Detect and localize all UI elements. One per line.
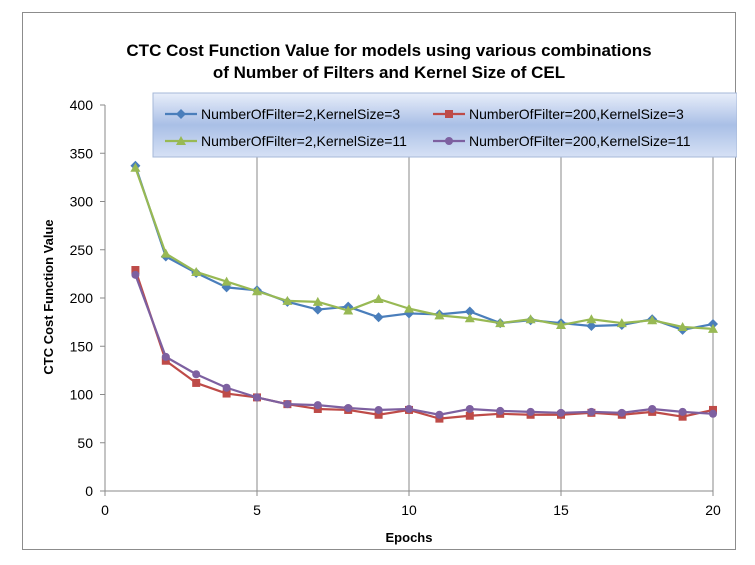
series-group <box>130 160 718 423</box>
legend-marker <box>176 109 186 119</box>
legend-box <box>152 92 737 158</box>
data-point <box>222 383 231 392</box>
data-point <box>678 407 687 416</box>
data-point <box>373 312 384 323</box>
series-1 <box>130 160 718 335</box>
x-tick-labels: 0 5 10 15 20 <box>101 491 721 518</box>
chart-frame: CTC Cost Function Value for models using… <box>22 12 737 550</box>
data-point <box>617 408 626 417</box>
data-point <box>221 276 232 286</box>
data-point <box>496 406 505 415</box>
data-point <box>495 318 506 328</box>
data-point <box>283 400 292 409</box>
data-point <box>313 401 322 410</box>
legend-marker <box>445 137 453 145</box>
data-point <box>344 404 353 413</box>
data-point <box>131 270 140 279</box>
data-point <box>192 370 201 379</box>
legend-item: NumberOfFilter=200,KernelSize=11 <box>433 133 691 149</box>
legend-marker <box>176 136 186 145</box>
y-axis-label: CTC Cost Function Value <box>41 219 56 374</box>
data-point <box>282 295 293 305</box>
series-4 <box>131 270 717 419</box>
legend-marker <box>445 110 453 118</box>
x-tick-label: 10 <box>401 502 417 518</box>
series-line <box>134 269 714 420</box>
legend-label: NumberOfFilter=2,KernelSize=11 <box>201 133 407 149</box>
legend-label: NumberOfFilter=2,KernelSize=3 <box>201 106 400 122</box>
legend-item: NumberOfFilter=200,KernelSize=3 <box>433 106 684 122</box>
data-point <box>312 304 323 315</box>
series-line <box>134 167 714 330</box>
data-point <box>616 318 627 328</box>
data-point <box>465 411 474 420</box>
data-point <box>434 310 445 320</box>
x-tick-label: 5 <box>253 502 261 518</box>
y-tick-label: 0 <box>85 483 93 499</box>
data-point <box>191 266 202 276</box>
data-point <box>373 293 384 303</box>
y-tick-label: 100 <box>70 387 94 403</box>
legend-item: NumberOfFilter=2,KernelSize=3 <box>165 106 400 122</box>
data-point <box>404 303 414 313</box>
data-point <box>464 313 475 323</box>
y-tick-label: 50 <box>77 435 93 451</box>
data-point <box>405 404 413 413</box>
series-line <box>134 165 714 331</box>
data-point <box>312 296 323 306</box>
data-point <box>557 408 565 417</box>
legend: NumberOfFilter=2,KernelSize=3 NumberOfFil… <box>152 92 737 158</box>
legend-label: NumberOfFilter=200,KernelSize=11 <box>469 133 691 149</box>
data-point <box>343 305 354 315</box>
data-point <box>130 162 141 172</box>
legend-label: NumberOfFilter=200,KernelSize=3 <box>469 106 684 122</box>
data-point <box>647 315 658 325</box>
data-point <box>464 306 475 317</box>
line-chart: CTC Cost Function Value for models using… <box>41 41 737 545</box>
chart-title-line-2: of Number of Filters and Kernel Size of … <box>213 63 565 82</box>
y-tick-label: 400 <box>70 97 94 113</box>
data-point <box>678 412 687 421</box>
data-point <box>160 248 171 258</box>
data-point <box>222 389 231 398</box>
x-tick-label: 15 <box>553 502 569 518</box>
legend-item: NumberOfFilter=2,KernelSize=11 <box>165 133 407 149</box>
data-point <box>709 409 717 418</box>
chart-title-line-1: CTC Cost Function Value for models using… <box>126 41 651 60</box>
data-point <box>253 393 261 402</box>
data-point <box>556 320 566 330</box>
data-point <box>708 323 718 333</box>
data-point <box>526 407 535 416</box>
data-point <box>131 266 140 275</box>
data-point <box>192 378 201 387</box>
data-point <box>648 404 657 413</box>
series-2 <box>131 266 717 423</box>
y-tick-labels: 0 50 100 150 200 250 300 350 400 <box>70 97 105 499</box>
y-tick-label: 350 <box>70 145 94 161</box>
data-point <box>465 404 474 413</box>
x-tick-label: 20 <box>705 502 721 518</box>
y-tick-label: 250 <box>70 242 94 258</box>
y-tick-label: 200 <box>70 290 94 306</box>
data-point <box>252 286 262 296</box>
data-point <box>161 352 170 361</box>
x-tick-label: 0 <box>101 502 109 518</box>
data-point <box>677 321 688 331</box>
data-point <box>586 320 597 331</box>
data-point <box>374 410 383 419</box>
y-tick-label: 300 <box>70 194 94 210</box>
x-axis-label: Epochs <box>386 530 433 545</box>
data-point <box>374 405 383 414</box>
grid-lines <box>256 105 714 491</box>
data-point <box>525 314 536 324</box>
data-point <box>435 410 444 419</box>
y-tick-label: 150 <box>70 338 94 354</box>
data-point <box>586 314 597 324</box>
data-point <box>587 407 596 416</box>
series-3 <box>130 162 718 333</box>
series-line <box>134 274 714 416</box>
